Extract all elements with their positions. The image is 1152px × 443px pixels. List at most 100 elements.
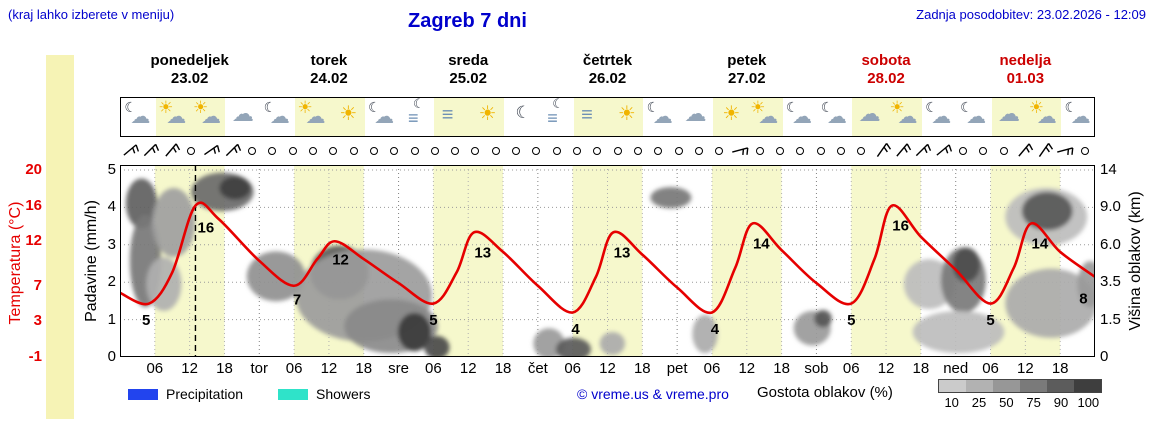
last-update: Zadnja posodobitev: 23.02.2026 - 12:09: [916, 7, 1146, 22]
colorbar-tick-label: 100: [1077, 395, 1100, 410]
wind-calm-icon: [471, 147, 480, 155]
daylight-band: [712, 98, 783, 136]
cloud-icon: ☁: [997, 101, 1020, 126]
svg-text:14: 14: [753, 235, 770, 252]
credit-link[interactable]: © vreme.us & vreme.pro: [577, 386, 729, 402]
fog-icon: ≡: [547, 108, 558, 128]
weather-icon-c: ☁: [853, 100, 887, 134]
moon-icon: ☾: [960, 99, 973, 115]
sun-icon: ☀: [339, 103, 358, 125]
cloud-icon: ☁: [231, 101, 254, 126]
wind-barb-icon: [896, 143, 912, 157]
time-tick-label: 06: [703, 360, 721, 377]
wind-calm-icon: [410, 147, 419, 155]
wind-calm-icon: [633, 147, 642, 155]
svg-text:7: 7: [293, 291, 301, 308]
wind-barb-icon: [1039, 143, 1054, 157]
weather-icon-strip: ☾ ☁ ☀ ☁ ☀ ☁ ☁ ☾ ☁ ☀ ☁ ☀ ☾ ☁ ☾ ≡ ≡ ☀ ☾ ☾ ≡ ≡ ☀ ☾ ☁ ☁ ☀ ☀ ☁ ☾ ☁ ☾ ☁ ☁ ☀ ☁ ☾ ☁ ☾ ☁…: [120, 97, 1095, 137]
sun-icon: ☀: [193, 98, 209, 117]
wind-barb-icon: [204, 144, 221, 156]
fog-icon: ≡: [441, 104, 454, 126]
cloud-height-tick: 9.0: [1100, 198, 1121, 216]
wind-barb-icon: [916, 143, 932, 157]
temperature-tick: 12: [25, 232, 42, 250]
daylight-band: [573, 98, 644, 136]
temperature-tick: 3: [33, 312, 42, 330]
weather-icon-sc: ☀ ☁: [156, 98, 190, 134]
weather-icon-mc: ☾ ☁: [365, 100, 399, 134]
sun-icon: ☀: [750, 98, 766, 117]
colorbar-segment: [939, 380, 966, 392]
wind-calm-icon: [248, 147, 257, 155]
precipitation-axis-label: Padavine (mm/h): [83, 200, 100, 322]
time-tick-label: 12: [599, 360, 616, 377]
day-abbrev-label: tor: [250, 360, 269, 377]
cloud-icon: ☁: [1036, 106, 1057, 128]
time-tick-label: 18: [773, 360, 790, 377]
moon-icon: ☾: [412, 96, 425, 111]
wind-calm-icon: [187, 147, 196, 155]
wind-row: [120, 139, 1095, 163]
cloud-icon: ☁: [305, 106, 326, 128]
svg-text:14: 14: [1032, 235, 1049, 252]
moon-icon: ☾: [515, 103, 531, 122]
wind-barb-icon: [1018, 143, 1034, 157]
precip-tick: 0: [107, 348, 116, 365]
wind-calm-icon: [654, 147, 663, 155]
weather-icon-c: ☁: [679, 100, 713, 134]
colorbar-tick-label: 25: [971, 395, 987, 410]
colorbar-segment: [993, 380, 1020, 392]
svg-text:8: 8: [1079, 291, 1087, 308]
cloud-density-scale: 10 25 50 75 90 100: [938, 395, 1114, 411]
wind-calm-icon: [1080, 147, 1089, 155]
moon-icon: ☾: [124, 99, 137, 115]
wind-barb-icon: [876, 143, 891, 157]
weather-icon-fm: ☾ ≡: [539, 97, 573, 134]
wind-calm-icon: [674, 147, 683, 155]
temperature-tick: -1: [28, 348, 42, 365]
cloud-height-tick: 6.0: [1100, 235, 1121, 253]
wind-calm-icon: [857, 147, 866, 155]
day-abbrev-label: sre: [388, 360, 409, 377]
weather-icon-s: ☀: [713, 100, 747, 134]
svg-text:12: 12: [332, 251, 349, 268]
precip-tick: 3: [107, 235, 116, 253]
showers-swatch: [278, 389, 308, 400]
wind-calm-icon: [573, 147, 582, 155]
weather-icon-sc: ☀ ☁: [191, 98, 225, 134]
wind-calm-icon: [268, 147, 277, 155]
sun-icon: ☀: [478, 103, 497, 125]
cloud-icon: ☁: [269, 106, 290, 128]
temperature-tick: 16: [25, 196, 42, 214]
moon-icon: ☾: [263, 99, 277, 115]
weather-icon-s: ☀: [609, 100, 643, 134]
time-tick-label: 06: [285, 360, 303, 377]
cloud-icon: ☁: [931, 106, 952, 128]
cloud-icon: ☁: [897, 106, 918, 128]
wind-calm-icon: [979, 147, 988, 155]
wind-barb-icon: [144, 143, 160, 157]
cloud-icon: ☁: [758, 106, 779, 128]
sun-icon: ☀: [158, 98, 174, 117]
svg-text:4: 4: [711, 321, 720, 338]
location-hint: (kraj lahko izberete v meniju): [8, 7, 175, 22]
cloud-icon: ☁: [792, 106, 813, 128]
weather-icon-f: ≡: [574, 100, 608, 134]
wind-calm-icon: [796, 147, 805, 155]
time-tick-label: 06: [982, 360, 999, 377]
svg-text:13: 13: [474, 244, 491, 261]
svg-text:5: 5: [142, 312, 150, 329]
precip-tick: 1: [107, 310, 116, 328]
wind-barb-icon: [936, 144, 952, 156]
svg-text:5: 5: [429, 312, 437, 329]
daylight-band: [991, 98, 1062, 136]
moon-icon: ☾: [820, 99, 834, 115]
day-abbrev-label: čet: [527, 360, 548, 377]
colorbar-segment: [1020, 380, 1047, 392]
colorbar-segment: [966, 380, 993, 392]
wind-calm-icon: [816, 147, 825, 155]
wind-barb-icon: [225, 143, 241, 157]
temperature-axis-label: Temperatura (°C): [7, 201, 24, 325]
precip-tick: 5: [107, 161, 116, 178]
colorbar-tick-label: 50: [999, 395, 1014, 410]
